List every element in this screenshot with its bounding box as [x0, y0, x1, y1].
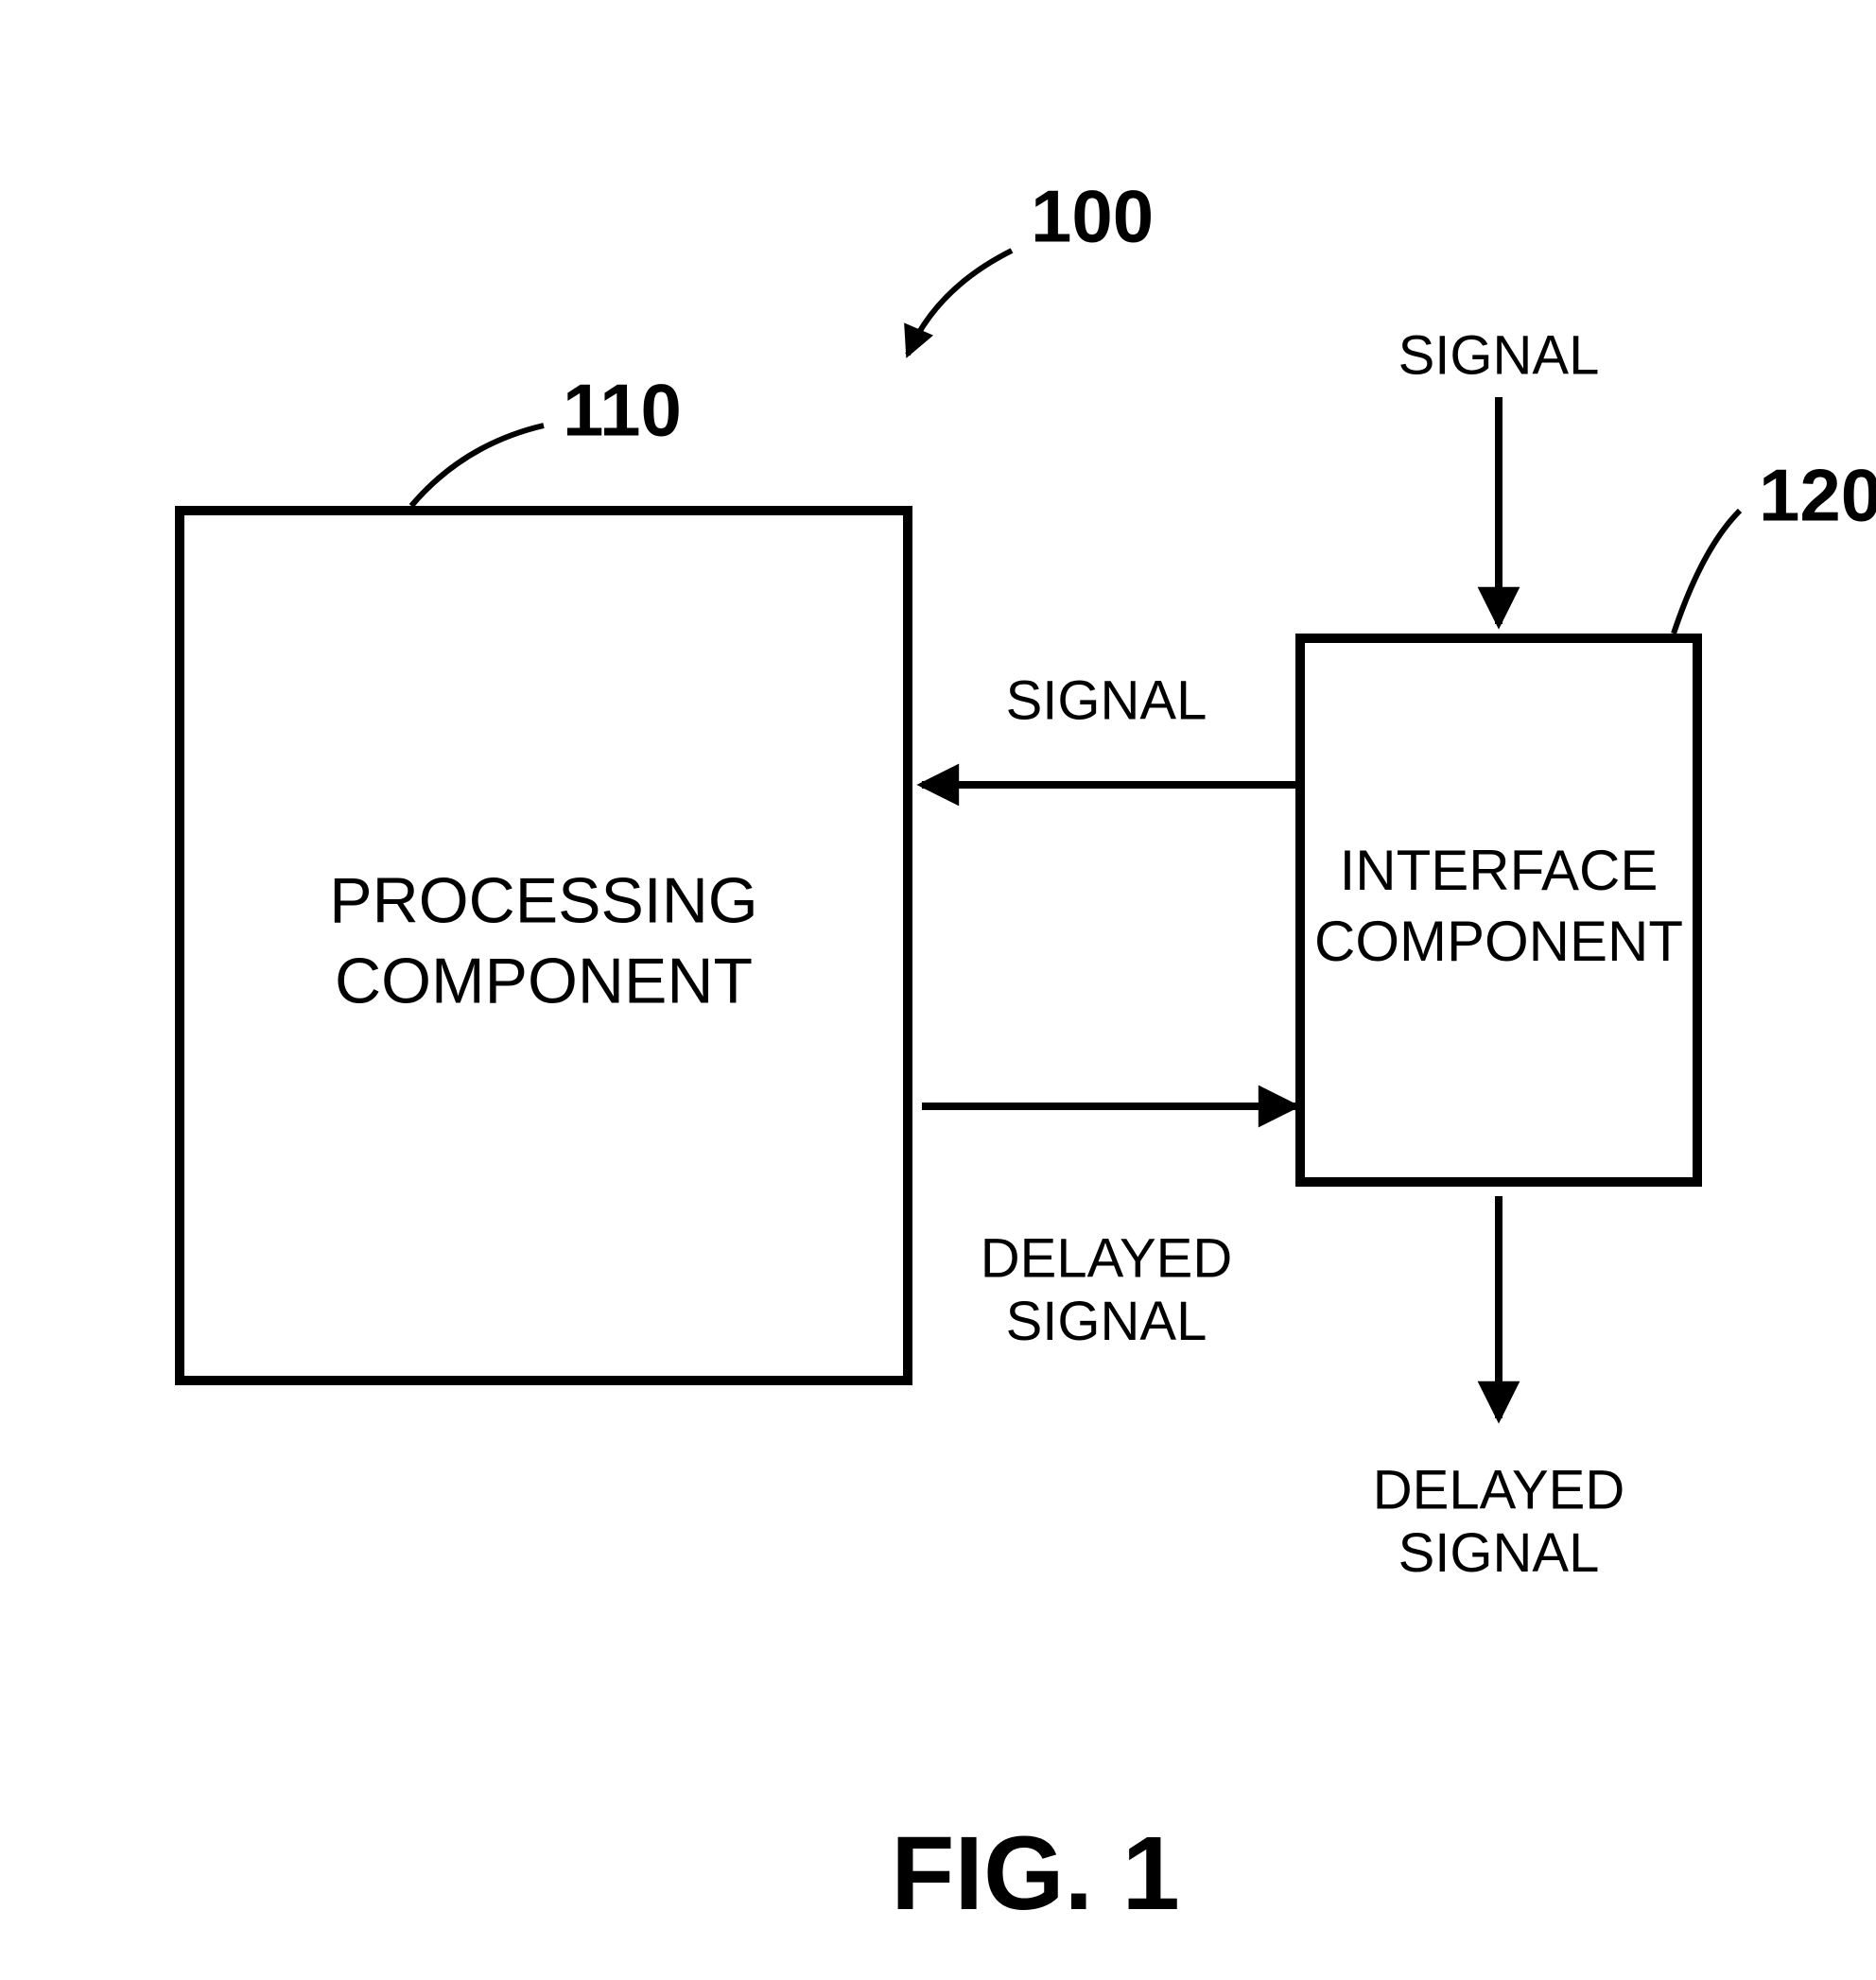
- node-processing-label-line-1: COMPONENT: [335, 945, 753, 1016]
- figure-title: FIG. 1: [891, 1815, 1180, 1932]
- node-interface-label-line-0: INTERFACE: [1340, 839, 1659, 902]
- node-interface-label-line-1: COMPONENT: [1314, 910, 1683, 973]
- system-ref-label: 100: [1031, 175, 1154, 258]
- edge-signal_in_top-label-line-0: SIGNAL: [1398, 324, 1600, 386]
- edge-delayed_right-label-line-0: DELAYED: [981, 1227, 1232, 1289]
- edge-delayed_out_bottom-label-line-0: DELAYED: [1373, 1459, 1624, 1520]
- node-interface-ref: 120: [1759, 454, 1876, 537]
- edge-signal_left-label-line-0: SIGNAL: [1006, 669, 1207, 731]
- node-processing-label-line-0: PROCESSING: [329, 864, 757, 936]
- edge-delayed_right-label-line-1: SIGNAL: [1006, 1291, 1207, 1352]
- edge-delayed_out_bottom-label-line-1: SIGNAL: [1398, 1522, 1600, 1584]
- node-processing-ref: 110: [563, 369, 682, 452]
